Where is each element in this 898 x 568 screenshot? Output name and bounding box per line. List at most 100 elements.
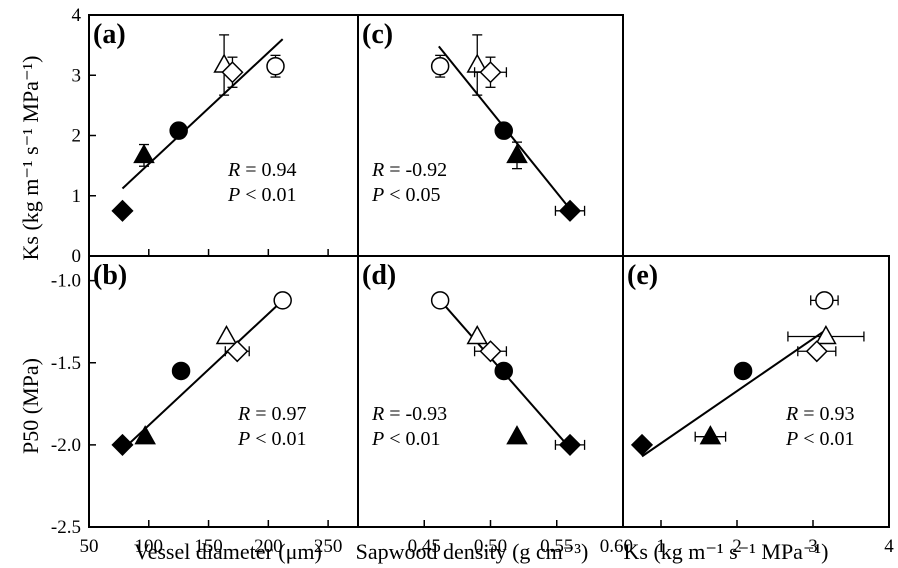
data-point-circle <box>430 56 450 76</box>
data-point-triangle <box>215 324 238 345</box>
x-tick-label: 3 <box>808 536 818 557</box>
data-point-circle <box>266 56 285 76</box>
p-symbol: P <box>371 428 384 450</box>
p-statistic: P < 0.01 <box>227 184 297 206</box>
p-symbol: P <box>237 428 250 450</box>
r-statistic: R = -0.93 <box>371 403 447 425</box>
data-point-diamond <box>558 199 582 222</box>
data-point-circle <box>733 361 753 381</box>
data-point-diamond <box>111 199 134 222</box>
x-tick-label: 1 <box>656 536 666 557</box>
r-value: = 0.94 <box>240 159 296 181</box>
y-tick-label: -1.0 <box>51 271 81 292</box>
y-tick-label: -2.5 <box>51 517 81 538</box>
panel-b: 50 100 150 200 250 -2.5 -2.0 -1.5 -1.0 (b) R = 0.9… <box>51 255 359 557</box>
y-tick-label: 2 <box>72 126 82 147</box>
data-point-triangle <box>506 425 528 445</box>
data-point-circle <box>171 361 191 381</box>
panel-e: 1 2 3 4(e)R = 0.93P < 0.01 <box>622 255 894 557</box>
r-symbol: R <box>237 403 250 425</box>
panel-frame <box>88 255 359 528</box>
data-point-circle <box>169 121 188 140</box>
regression-line <box>121 299 284 451</box>
panel-d: 0.45 0.50 0.55 0.60(d)R = -0.93P < 0.01 <box>357 255 633 557</box>
y-tick-label: 4 <box>72 5 82 26</box>
data-point-circle <box>815 291 834 310</box>
r-value: = 0.93 <box>798 403 854 425</box>
p-symbol: P <box>371 184 384 206</box>
data-point-diamond <box>226 340 249 363</box>
panel-frame <box>357 14 624 257</box>
data-point-diamond <box>558 433 582 456</box>
x-tick-label: 200 <box>254 536 283 557</box>
panel-label: (d) <box>362 260 396 291</box>
p-symbol: P <box>227 184 240 206</box>
data-point-circle <box>273 291 292 310</box>
data-point-circle <box>494 121 513 140</box>
axis-labels-group: Ks (kg m⁻¹ s⁻¹ MPa⁻¹) P50 (MPa) Vessel d… <box>18 56 828 564</box>
r-symbol: R <box>227 159 240 181</box>
data-point-diamond <box>479 61 502 84</box>
x-tick-label: 0.55 <box>540 536 573 557</box>
r-value: = -0.92 <box>384 159 447 181</box>
p-statistic: P < 0.01 <box>237 428 307 450</box>
panel-label: (b) <box>93 260 127 291</box>
p-statistic: P < 0.05 <box>371 184 441 206</box>
p-value: < 0.01 <box>250 428 306 450</box>
y-tick-label: -1.5 <box>51 353 81 374</box>
data-point-triangle <box>699 425 722 445</box>
x-tick-label: 250 <box>314 536 343 557</box>
data-point-diamond <box>805 340 828 363</box>
y-tick-label: 3 <box>72 65 82 86</box>
data-point-triangle <box>133 143 155 164</box>
p-statistic: P < 0.01 <box>371 428 441 450</box>
r-statistic: R = 0.94 <box>227 159 297 181</box>
r-value: = -0.93 <box>384 403 447 425</box>
y-axis-title-p50: P50 (MPa) <box>18 358 43 454</box>
x-tick-label: 0.50 <box>474 536 507 557</box>
regression-line <box>121 38 284 190</box>
panel-label: (c) <box>362 19 393 50</box>
x-axis-title-sapwood-density: Sapwood density (g cm⁻³) <box>356 539 589 564</box>
y-tick-label: -2.0 <box>51 435 81 456</box>
y-axis-title-ks: Ks (kg m⁻¹ s⁻¹ MPa⁻¹) <box>18 56 43 261</box>
p-value: < 0.01 <box>798 428 854 450</box>
r-symbol: R <box>371 159 384 181</box>
x-tick-label: 100 <box>135 536 164 557</box>
r-statistic: R = 0.97 <box>237 403 307 425</box>
x-tick-label: 50 <box>80 536 99 557</box>
data-point-triangle <box>815 324 837 345</box>
r-value: = 0.97 <box>250 403 306 425</box>
r-statistic: R = -0.92 <box>371 159 447 181</box>
x-tick-label: 150 <box>194 536 223 557</box>
y-tick-label: 0 <box>72 246 82 267</box>
data-point-triangle <box>466 324 489 345</box>
p-value: < 0.01 <box>384 428 440 450</box>
data-point-circle <box>430 291 450 310</box>
data-point-diamond <box>479 340 502 363</box>
data-point-diamond <box>111 433 134 456</box>
p-symbol: P <box>785 428 798 450</box>
r-statistic: R = 0.93 <box>785 403 855 425</box>
data-point-triangle <box>134 425 156 445</box>
x-tick-label: 0.45 <box>408 536 441 557</box>
data-point-triangle <box>506 143 528 164</box>
x-tick-label: 0.60 <box>600 536 633 557</box>
r-symbol: R <box>371 403 384 425</box>
panel-c: (c)R = -0.92P < 0.05 <box>357 14 624 257</box>
data-point-diamond <box>221 61 244 84</box>
panel-frame <box>357 255 624 528</box>
p-value: < 0.05 <box>384 184 440 206</box>
r-symbol: R <box>785 403 798 425</box>
y-tick-label: 1 <box>72 186 82 207</box>
panel-label: (a) <box>93 19 126 50</box>
p-value: < 0.01 <box>240 184 296 206</box>
regression-line <box>641 329 827 458</box>
panel-frame <box>622 255 890 528</box>
data-point-diamond <box>630 433 654 456</box>
x-tick-label: 2 <box>732 536 742 557</box>
x-axis-title-vessel-diameter: Vessel diameter (μm) <box>134 539 322 564</box>
